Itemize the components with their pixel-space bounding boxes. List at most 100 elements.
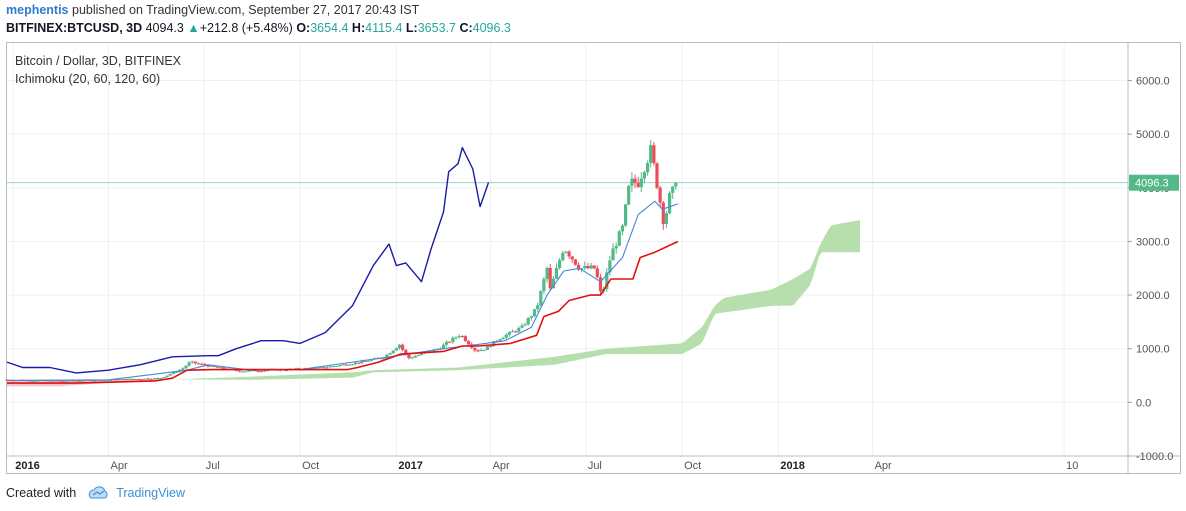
candle-body [363, 360, 367, 362]
candle-body [328, 366, 332, 368]
candle-body [413, 356, 417, 358]
candle-body [501, 337, 505, 340]
candle-body [614, 245, 618, 249]
author-link[interactable]: mephentis [6, 3, 69, 17]
low-label: L: [405, 21, 418, 35]
candle-body [664, 213, 668, 224]
last-price: 4094.3 [145, 21, 184, 35]
candle-body [93, 380, 97, 382]
candle-body [240, 371, 245, 373]
candle-body [404, 349, 408, 355]
chart-frame [6, 42, 1181, 474]
candle-body [529, 316, 533, 318]
candle-body [360, 360, 364, 364]
x-tick-label: 2018 [780, 460, 804, 472]
candle-body [652, 145, 656, 164]
tradingview-cloud-icon[interactable] [86, 486, 110, 500]
candle-body [476, 350, 480, 352]
candle-body [401, 344, 405, 350]
candle-body [90, 380, 94, 381]
candle-body [564, 251, 568, 253]
indicator-legend[interactable]: Ichimoku (20, 60, 120, 60) [15, 72, 161, 86]
candle-body [554, 268, 559, 279]
candle-body [338, 365, 342, 367]
candle-body [341, 364, 345, 366]
candle-body [353, 362, 358, 365]
x-tick-label: 10 [1066, 460, 1078, 472]
candle-body [473, 347, 477, 351]
y-tick-label: -1000.0 [1136, 451, 1173, 463]
candle-body [523, 324, 527, 326]
candle-body [131, 378, 135, 380]
series-title[interactable]: Bitcoin / Dollar, 3D, BITFINEX [15, 54, 182, 68]
candle-body [187, 362, 191, 366]
last-price-label-bg [1129, 174, 1179, 191]
open-label: O: [296, 21, 311, 35]
low-value: 3653.7 [417, 21, 456, 35]
candle-body [570, 256, 574, 260]
candle-body [146, 378, 150, 380]
candle-body [313, 367, 317, 369]
open-value: 3654.4 [310, 21, 349, 35]
candle-body [209, 365, 213, 367]
candle-body [259, 371, 263, 373]
candle-body [394, 348, 398, 351]
x-tick-label: Oct [684, 460, 701, 472]
candle-body [222, 367, 226, 369]
candle-body [30, 380, 34, 382]
candle-body [190, 361, 194, 363]
candle-body [633, 178, 637, 183]
y-tick-label: 5000.0 [1136, 129, 1170, 141]
candle-body [171, 372, 175, 374]
ichimoku-cloud-bullish [172, 220, 860, 380]
candle-body [605, 272, 609, 289]
x-tick-label: 2016 [15, 460, 39, 472]
candle-body [156, 378, 160, 379]
x-tick-label: Oct [302, 460, 319, 472]
candle-body [510, 331, 515, 333]
candle-body [68, 380, 72, 382]
y-tick-label: 2000.0 [1136, 290, 1170, 302]
candle-body [548, 267, 552, 289]
candle-body [457, 336, 461, 338]
candle-body [627, 185, 631, 205]
candle-body [332, 366, 336, 368]
base-line-line [7, 240, 679, 384]
candle-body [71, 380, 75, 382]
candle-body [382, 358, 386, 360]
candle-body [256, 371, 260, 373]
candle-body [77, 380, 81, 382]
candle-body [576, 264, 581, 270]
candle-body [357, 362, 361, 364]
publish-header: mephentis published on TradingView.com, … [6, 3, 419, 17]
candle-body [636, 182, 640, 187]
candle-body [319, 367, 323, 369]
y-tick-label: 6000.0 [1136, 76, 1170, 88]
y-tick-label: 1000.0 [1136, 344, 1170, 356]
candle-body [203, 364, 207, 366]
candle-body [646, 163, 650, 173]
candle-body [416, 355, 420, 357]
candle-body [671, 186, 675, 193]
candle-body [542, 279, 546, 291]
price-change: +212.8 (+5.48%) [199, 21, 293, 35]
high-label: H: [351, 21, 366, 35]
candle-body [448, 341, 452, 343]
candle-body [379, 358, 383, 360]
close-value: 4096.3 [472, 21, 511, 35]
candle-body [322, 367, 326, 369]
symbol-label[interactable]: BITFINEX:BTCUSD, 3D [6, 21, 143, 35]
candle-body [49, 380, 53, 382]
candle-body [388, 353, 392, 355]
candle-body [193, 361, 197, 364]
candle-body [200, 363, 204, 365]
x-tick-label: Apr [111, 460, 128, 472]
candle-body [642, 172, 646, 179]
candle-body [485, 346, 489, 350]
candle-body [33, 380, 37, 382]
candle-body [407, 354, 411, 359]
candle-body [215, 366, 219, 368]
candle-body [441, 344, 446, 349]
tradingview-link[interactable]: TradingView [116, 486, 185, 500]
